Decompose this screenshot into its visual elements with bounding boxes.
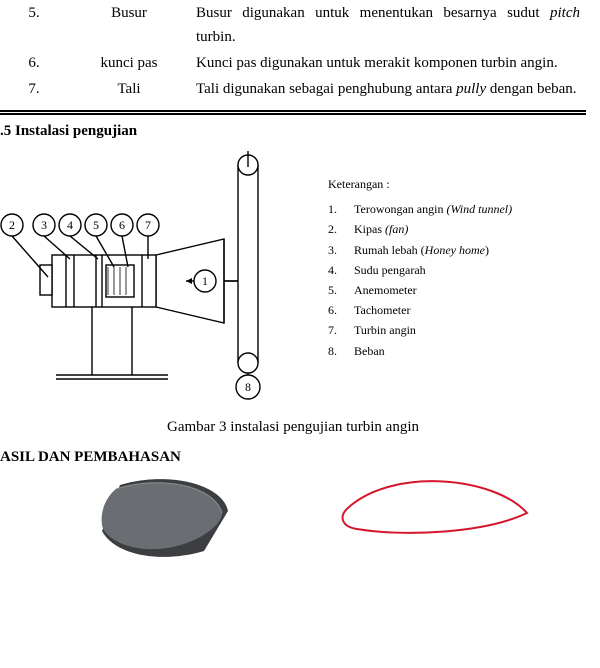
legend-item-number: 2. — [328, 220, 346, 239]
diagram-legend: Keterangan : 1. Terowongan angin (Wind tu… — [328, 147, 586, 362]
legend-item-number: 5. — [328, 281, 346, 300]
legend-item-text: Kipas (fan) — [354, 220, 586, 239]
legend-item-text: Terowongan angin (Wind tunnel) — [354, 200, 586, 219]
figure-row: 8 1 2 3 4 5 6 7 Keterangan : 1. Terowongan angin… — [0, 147, 586, 407]
svg-text:1: 1 — [202, 274, 208, 288]
tool-description: Kunci pas digunakan untuk merakit kompon… — [190, 50, 586, 76]
svg-text:6: 6 — [119, 218, 125, 232]
shapes-row — [0, 473, 586, 563]
legend-item: 2. Kipas (fan) — [328, 220, 586, 239]
tools-table: 5.BusurBusur digunakan untuk menentukan … — [0, 0, 586, 102]
tool-name: Tali — [68, 76, 190, 102]
row-number: 6. — [0, 50, 68, 76]
table-double-rule — [0, 110, 586, 115]
legend-item-number: 3. — [328, 241, 346, 260]
section-5-heading: .5 Instalasi pengujian — [0, 119, 586, 143]
legend-item: 4. Sudu pengarah — [328, 261, 586, 280]
tool-name: Busur — [68, 0, 190, 50]
legend-item: 7. Turbin angin — [328, 321, 586, 340]
legend-item: 1. Terowongan angin (Wind tunnel) — [328, 200, 586, 219]
row-number: 7. — [0, 76, 68, 102]
legend-title: Keterangan : — [328, 175, 586, 194]
legend-item-number: 1. — [328, 200, 346, 219]
legend-item-number: 4. — [328, 261, 346, 280]
legend-item-text: Turbin angin — [354, 321, 586, 340]
tool-name: kunci pas — [68, 50, 190, 76]
tool-description: Busur digunakan untuk menentukan besarny… — [190, 0, 586, 50]
legend-item-text: Rumah lebah (Honey home) — [354, 241, 586, 260]
airfoil-profile — [335, 473, 515, 563]
svg-text:4: 4 — [67, 218, 73, 232]
legend-item-number: 8. — [328, 342, 346, 361]
blade-svg — [72, 473, 252, 563]
airfoil-svg — [335, 473, 535, 553]
svg-text:3: 3 — [41, 218, 47, 232]
tools-table-body: 5.BusurBusur digunakan untuk menentukan … — [0, 0, 586, 102]
legend-item-number: 7. — [328, 321, 346, 340]
legend-item-text: Beban — [354, 342, 586, 361]
page: 5.BusurBusur digunakan untuk menentukan … — [0, 0, 600, 563]
svg-text:5: 5 — [93, 218, 99, 232]
legend-item-text: Anemometer — [354, 281, 586, 300]
legend-item-number: 6. — [328, 301, 346, 320]
row-number: 5. — [0, 0, 68, 50]
results-heading: ASIL DAN PEMBAHASAN — [0, 445, 586, 469]
installation-diagram: 8 1 2 3 4 5 6 7 — [0, 147, 320, 407]
legend-item: 3. Rumah lebah (Honey home) — [328, 241, 586, 260]
legend-item-text: Sudu pengarah — [354, 261, 586, 280]
blade-3d-render — [72, 473, 252, 563]
table-row: 7.TaliTali digunakan sebagai penghubung … — [0, 76, 586, 102]
svg-text:7: 7 — [145, 218, 151, 232]
figure-3-caption: Gambar 3 instalasi pengujian turbin angi… — [0, 415, 586, 439]
legend-item: 8. Beban — [328, 342, 586, 361]
svg-text:2: 2 — [9, 218, 15, 232]
legend-item-text: Tachometer — [354, 301, 586, 320]
table-row: 5.BusurBusur digunakan untuk menentukan … — [0, 0, 586, 50]
legend-item: 6. Tachometer — [328, 301, 586, 320]
tool-description: Tali digunakan sebagai penghubung antara… — [190, 76, 586, 102]
legend-list: 1. Terowongan angin (Wind tunnel) 2. Kipas … — [328, 200, 586, 361]
legend-item: 5. Anemometer — [328, 281, 586, 300]
diagram-svg: 8 1 2 3 4 5 6 7 — [0, 147, 320, 407]
table-row: 6.kunci pasKunci pas digunakan untuk mer… — [0, 50, 586, 76]
svg-text:8: 8 — [245, 380, 251, 394]
